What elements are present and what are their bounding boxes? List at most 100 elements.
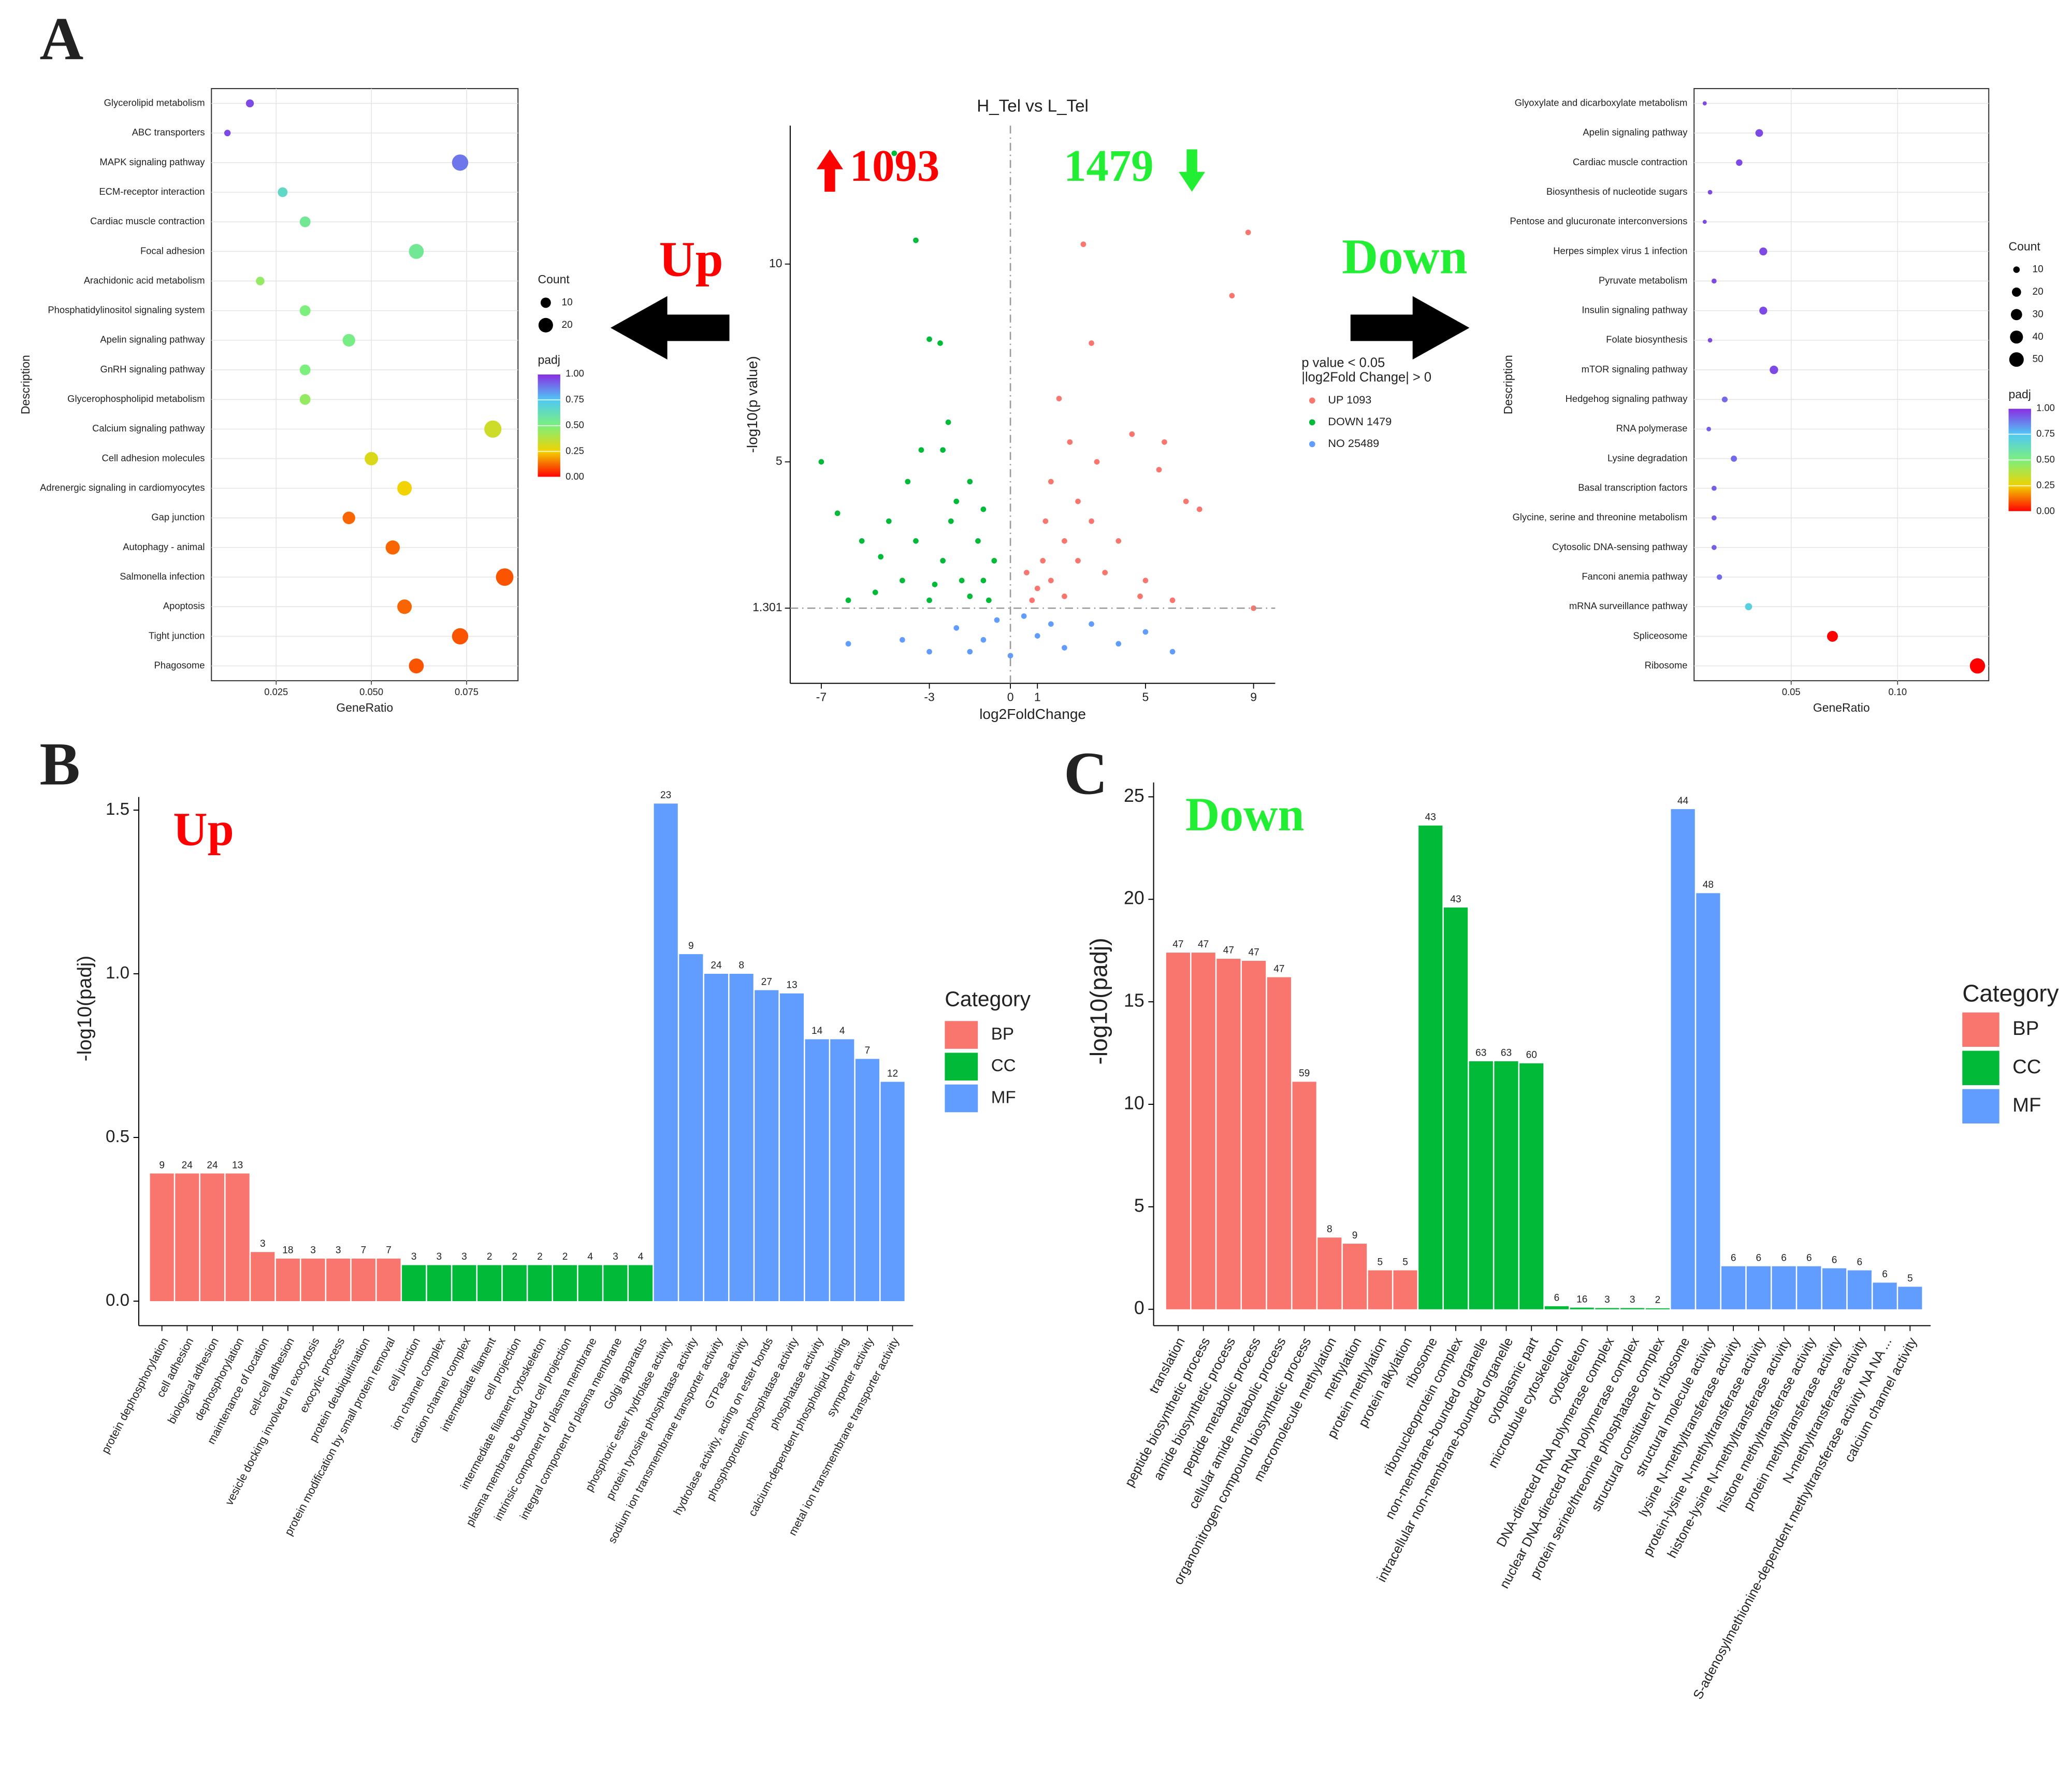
dot bbox=[496, 568, 514, 586]
point bbox=[1021, 613, 1027, 619]
x-tick-label: 0 bbox=[1007, 690, 1014, 703]
bar bbox=[855, 1059, 879, 1301]
bar bbox=[402, 1265, 426, 1301]
bar bbox=[376, 1258, 401, 1301]
point bbox=[1024, 570, 1030, 575]
dot bbox=[1759, 247, 1767, 256]
colorbar-label: 0.75 bbox=[2036, 428, 2055, 439]
legend-title: Count bbox=[2009, 239, 2041, 253]
point bbox=[1196, 506, 1202, 512]
bar-count-label: 3 bbox=[461, 1251, 467, 1262]
y-tick-label: 0.5 bbox=[106, 1127, 129, 1146]
point bbox=[953, 625, 960, 631]
y-tick-label: 20 bbox=[1124, 888, 1144, 909]
point bbox=[926, 336, 932, 342]
arrow-label: Up bbox=[659, 232, 723, 287]
arrow bbox=[1350, 296, 1470, 360]
point bbox=[913, 237, 919, 243]
colorbar-label: 1.00 bbox=[2036, 402, 2055, 413]
bar bbox=[1469, 1061, 1493, 1309]
legend-title: padj bbox=[538, 353, 560, 367]
bar bbox=[225, 1173, 250, 1301]
colorbar-label: 0.25 bbox=[2036, 480, 2055, 491]
legend-dot bbox=[1309, 441, 1315, 448]
dot bbox=[385, 540, 400, 555]
x-tick-label: -7 bbox=[816, 690, 827, 703]
dot bbox=[409, 244, 424, 259]
bar-count-label: 4 bbox=[638, 1251, 644, 1262]
colorbar-label: 1.00 bbox=[566, 368, 584, 379]
category-label: Hedgehog signaling pathway bbox=[1566, 393, 1688, 404]
point bbox=[1007, 653, 1013, 659]
point bbox=[1094, 459, 1100, 465]
down-count: 1479 bbox=[1064, 141, 1154, 191]
point bbox=[1156, 467, 1162, 473]
dot bbox=[452, 154, 469, 171]
point bbox=[1102, 570, 1108, 575]
x-axis-label: GeneRatio bbox=[336, 701, 393, 714]
bar-count-label: 5 bbox=[1402, 1257, 1408, 1267]
legend-swatch bbox=[1962, 1050, 1999, 1085]
dot bbox=[1707, 190, 1713, 195]
bar bbox=[1342, 1244, 1367, 1309]
bar bbox=[1595, 1308, 1619, 1309]
point bbox=[1169, 648, 1176, 655]
point bbox=[1115, 538, 1122, 544]
bar bbox=[654, 803, 678, 1301]
bar bbox=[150, 1173, 174, 1301]
bar bbox=[1292, 1082, 1316, 1309]
bar bbox=[1418, 825, 1443, 1309]
bar-count-label: 2 bbox=[562, 1251, 568, 1262]
legend-label: BP bbox=[991, 1025, 1014, 1044]
point bbox=[913, 538, 919, 544]
point bbox=[967, 593, 973, 599]
colorbar-label: 0.50 bbox=[2036, 454, 2055, 465]
bar bbox=[628, 1265, 653, 1301]
x-tick-label: 9 bbox=[1250, 690, 1257, 703]
point bbox=[1229, 293, 1235, 299]
bar-count-label: 6 bbox=[1756, 1252, 1762, 1263]
y-tick-label: 15 bbox=[1124, 990, 1144, 1011]
bar-count-label: 9 bbox=[688, 941, 694, 952]
category-label: Apoptosis bbox=[163, 600, 205, 611]
dot bbox=[342, 334, 355, 347]
category-label: Adrenergic signaling in cardiomyocytes bbox=[40, 482, 205, 493]
category-label: Fanconi anemia pathway bbox=[1582, 571, 1688, 582]
panel-label: B bbox=[40, 731, 80, 798]
dot bbox=[397, 599, 412, 614]
legend-dot bbox=[538, 318, 553, 333]
y-axis-label: -log10(p value) bbox=[744, 356, 760, 453]
category-label: Arachidonic acid metabolism bbox=[84, 275, 205, 285]
category-label: Calcium signaling pathway bbox=[92, 423, 205, 434]
legend-label: NO 25489 bbox=[1328, 437, 1379, 450]
bar-count-label: 23 bbox=[660, 790, 671, 801]
category-label: Biosynthesis of nucleotide sugars bbox=[1546, 186, 1688, 197]
point bbox=[1162, 439, 1167, 445]
point bbox=[1115, 641, 1122, 647]
y-tick-label: 10 bbox=[1124, 1092, 1144, 1113]
bar-count-label: 16 bbox=[1576, 1294, 1587, 1305]
bar bbox=[1216, 959, 1241, 1309]
bar bbox=[679, 954, 703, 1301]
dot bbox=[1712, 515, 1717, 521]
point bbox=[1089, 518, 1094, 524]
category-label: Phosphatidylinositol signaling system bbox=[48, 305, 205, 315]
dot bbox=[278, 187, 288, 197]
category-label: Glycine, serine and threonine metabolism bbox=[1513, 512, 1688, 523]
bar-count-label: 63 bbox=[1475, 1048, 1486, 1059]
point bbox=[980, 578, 987, 584]
category-label: Autophagy - animal bbox=[123, 541, 205, 552]
bar-count-label: 2 bbox=[537, 1251, 543, 1262]
x-axis-label: log2FoldChange bbox=[979, 706, 1086, 722]
panel-label: C bbox=[1064, 740, 1108, 807]
point bbox=[900, 637, 905, 643]
x-axis-label: GeneRatio bbox=[1813, 701, 1870, 714]
bar bbox=[502, 1265, 527, 1301]
legend-dot bbox=[1309, 397, 1315, 404]
dot bbox=[484, 420, 502, 438]
point bbox=[872, 589, 878, 595]
category-label: Pyruvate metabolism bbox=[1599, 275, 1687, 285]
category-label: mTOR signaling pathway bbox=[1582, 364, 1688, 374]
point bbox=[900, 578, 905, 584]
